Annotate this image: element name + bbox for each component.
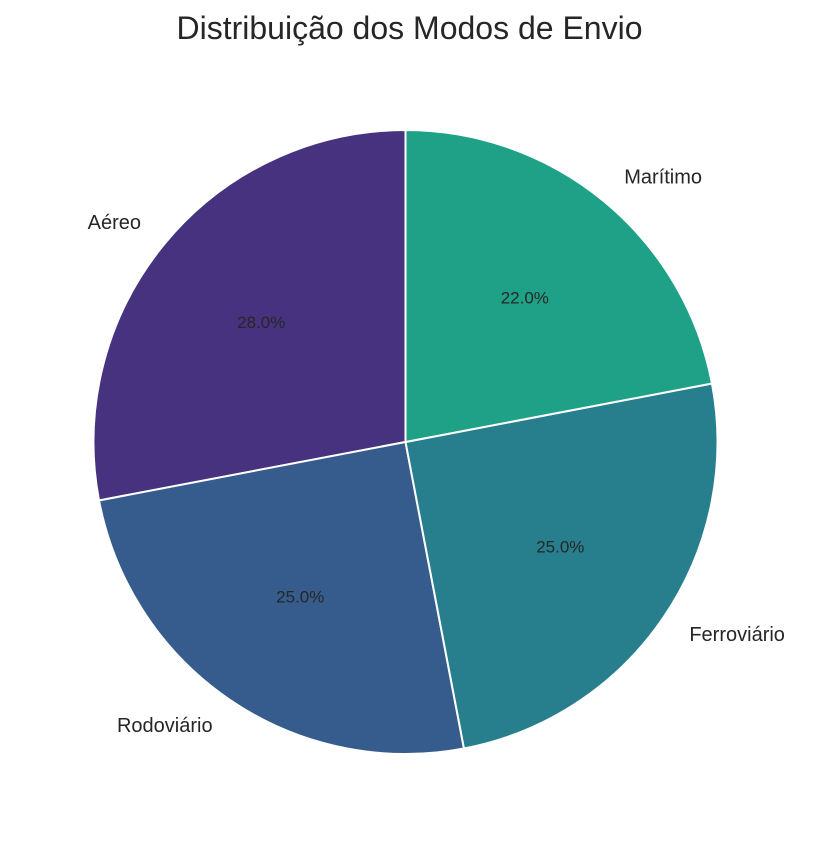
slice-percent-maritimo: 22.0% xyxy=(501,288,549,307)
slice-percent-rodoviario: 25.0% xyxy=(276,587,324,606)
pie-slice-rodoviario xyxy=(98,441,465,755)
slice-label-maritimo: Marítimo xyxy=(624,167,702,189)
slice-label-aereo: Aéreo xyxy=(88,212,141,234)
pie-slice-aereo xyxy=(92,129,407,502)
pie-slices xyxy=(92,129,719,755)
slice-label-ferroviario: Ferroviário xyxy=(689,624,785,646)
slice-percent-aereo: 28.0% xyxy=(237,313,285,332)
chart-title: Distribuição dos Modos de Envio xyxy=(176,10,643,46)
slice-label-rodoviario: Rodoviário xyxy=(117,715,213,737)
pie-slice-ferroviario xyxy=(404,382,719,750)
slice-percent-ferroviario: 25.0% xyxy=(536,538,584,557)
pie-labels: Aéreo 28.0% Rodoviário 25.0% Ferroviário 25.0… xyxy=(88,167,785,737)
pie-slice-maritimo xyxy=(404,129,713,443)
